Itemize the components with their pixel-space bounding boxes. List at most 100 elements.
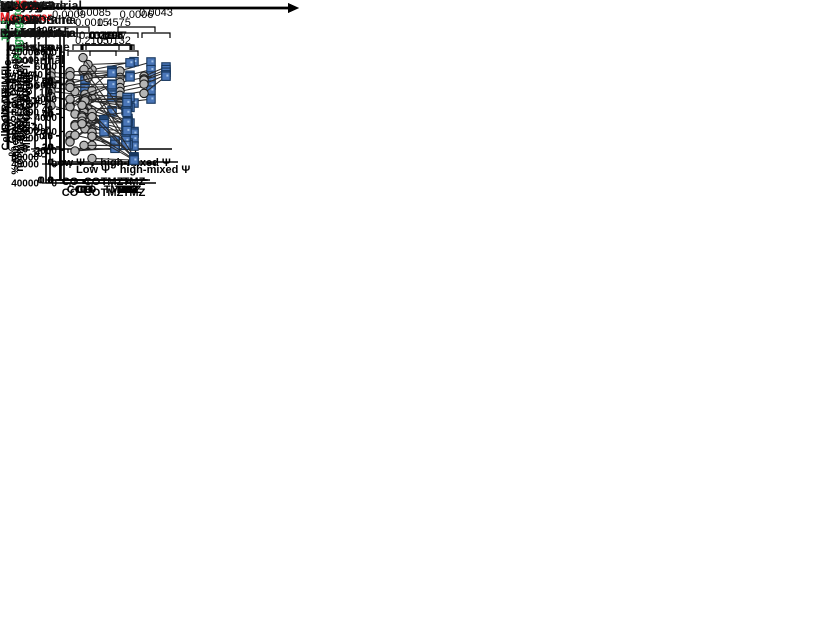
y-tick-label: 40000 bbox=[11, 179, 39, 190]
pair-line bbox=[91, 135, 135, 161]
y-tick-label: 10 bbox=[43, 143, 55, 154]
panel-k-chart: 400006000080000100000120000140000CellROX… bbox=[0, 35, 134, 199]
tmz-marker-highlight bbox=[126, 143, 129, 146]
x-category-label: TMZ bbox=[101, 187, 124, 199]
y-tick-label: 0 bbox=[47, 158, 53, 169]
arrow-head bbox=[288, 3, 299, 13]
x-category-label: CO bbox=[84, 187, 101, 199]
y-tick-label: 80000 bbox=[11, 126, 39, 137]
y-tick-label: 140000 bbox=[6, 48, 40, 59]
y-tick-label: 60000 bbox=[11, 152, 39, 163]
p-value-label: 0.2105 bbox=[75, 35, 109, 47]
tmz-marker bbox=[107, 80, 117, 90]
x-category-label: TMZ bbox=[101, 176, 124, 188]
panel-h-title: Day 3 - Healthy cells bbox=[0, 0, 43, 54]
co-marker bbox=[87, 111, 97, 122]
co-marker bbox=[65, 94, 75, 104]
co-marker bbox=[139, 79, 149, 89]
y-tick-label: 100 bbox=[11, 17, 28, 28]
tmz-marker bbox=[122, 125, 132, 136]
tmz-marker bbox=[122, 97, 132, 108]
panel-h-title-line1: Day 3 bbox=[5, 0, 38, 13]
x-category-label: CO bbox=[77, 184, 94, 196]
p-value-label: 0.0009 bbox=[52, 9, 86, 21]
pair-line bbox=[69, 72, 113, 84]
tmz-marker bbox=[129, 155, 139, 165]
pair-line bbox=[69, 84, 113, 107]
tmz-marker-highlight bbox=[134, 158, 137, 161]
flow-scatter-canvas bbox=[0, 0, 2, 12]
pair-line bbox=[83, 69, 127, 128]
tmz-marker-highlight bbox=[151, 68, 154, 71]
panel-b-title-line1: ROS- mitochondria bbox=[0, 0, 77, 27]
y-axis-title: % Ki67+ T cells bbox=[15, 74, 27, 154]
y-tick-label: 0 bbox=[22, 145, 28, 156]
tmz-marker-highlight bbox=[134, 60, 137, 63]
pair-line bbox=[91, 90, 135, 158]
x-category-label: CO bbox=[62, 187, 79, 199]
y-tick-label: 120000 bbox=[6, 56, 40, 67]
y-tick-label: 1.5 bbox=[39, 44, 53, 55]
x-category-label: TMZ bbox=[104, 184, 127, 196]
x-category-label: CO bbox=[67, 184, 84, 196]
x-axis-arrow bbox=[1, 3, 299, 13]
y-axis-title: CellROX MFI bbox=[0, 84, 12, 150]
x-category-label: CO bbox=[76, 184, 93, 196]
panel-k-title-line2: - ROS cytosol bbox=[0, 12, 43, 40]
jc1-monomer-label: JC-1 Monomer bbox=[0, 0, 52, 24]
tmz-marker-highlight bbox=[127, 100, 130, 103]
y-tick-label: 40 bbox=[43, 44, 55, 55]
p-value-label: 0.4575 bbox=[97, 17, 131, 29]
y-tick-label: 20 bbox=[17, 119, 29, 130]
panel-j-title-line1: Day 3 bbox=[21, 0, 55, 13]
significance-bracket bbox=[82, 44, 132, 50]
tmz-marker-highlight bbox=[166, 74, 169, 77]
tmz-marker bbox=[99, 126, 109, 137]
tmz-marker-highlight bbox=[104, 122, 107, 125]
y-tick-label: 20 bbox=[42, 131, 54, 142]
co-marker bbox=[70, 130, 80, 140]
panel-k-title: Day 3 - ROS cytosol bbox=[0, 0, 42, 41]
tmz-marker-highlight bbox=[151, 97, 154, 100]
co-marker bbox=[78, 52, 88, 63]
co-marker bbox=[70, 146, 80, 156]
x-category-label: TMZ bbox=[115, 184, 138, 196]
y-tick-label: 0 bbox=[48, 176, 54, 187]
tmz-marker-highlight bbox=[127, 128, 130, 131]
co-marker bbox=[139, 88, 149, 99]
pair-line bbox=[69, 70, 113, 73]
significance-bracket bbox=[48, 26, 90, 32]
y-tick-label: 80 bbox=[42, 44, 54, 55]
y-tick-label: 100000 bbox=[6, 100, 40, 111]
y-tick-label: 30 bbox=[43, 77, 55, 88]
tmz-marker bbox=[110, 143, 120, 154]
tmz-marker-highlight bbox=[126, 138, 129, 141]
tmz-marker-highlight bbox=[112, 71, 115, 74]
tmz-marker-highlight bbox=[134, 131, 137, 134]
y-tick-label: 80 bbox=[42, 52, 54, 63]
co-marker bbox=[65, 82, 75, 93]
panel-g-title-line1: Day 3 bbox=[19, 0, 52, 13]
panel-j-title-line2: - ROS mitochondria bbox=[0, 12, 77, 40]
y-axis-title: % AnnexinV- 7AAD- T cells bbox=[10, 53, 21, 174]
tmz-marker-highlight bbox=[130, 61, 133, 64]
pair-line bbox=[91, 131, 135, 160]
y-tick-label: 120000 bbox=[6, 74, 40, 85]
y-tick-label: 60000 bbox=[11, 134, 39, 145]
panel-a-title: Mitochondrial membrane potential bbox=[0, 0, 82, 41]
panel-b-title: ROS- mitochondria bbox=[0, 0, 76, 27]
panel-k-title-line1: Day 3 bbox=[4, 0, 38, 13]
co-marker bbox=[77, 100, 87, 110]
significance-bracket bbox=[79, 32, 109, 38]
y-tick-label: 40 bbox=[32, 70, 44, 81]
panel-c-title-line1: ROS- cytosol bbox=[0, 0, 43, 27]
y-tick-label: 100000 bbox=[6, 82, 40, 93]
pair-line bbox=[91, 116, 135, 159]
tmz-marker-highlight bbox=[151, 83, 154, 86]
pair-line bbox=[82, 57, 129, 119]
pair-line bbox=[84, 98, 128, 101]
tmz-marker-highlight bbox=[130, 75, 133, 78]
y-tick-label: 0 bbox=[47, 176, 53, 187]
p-value-label: 0.0006 bbox=[120, 9, 154, 21]
p-value-label: 0.0132 bbox=[97, 35, 131, 47]
